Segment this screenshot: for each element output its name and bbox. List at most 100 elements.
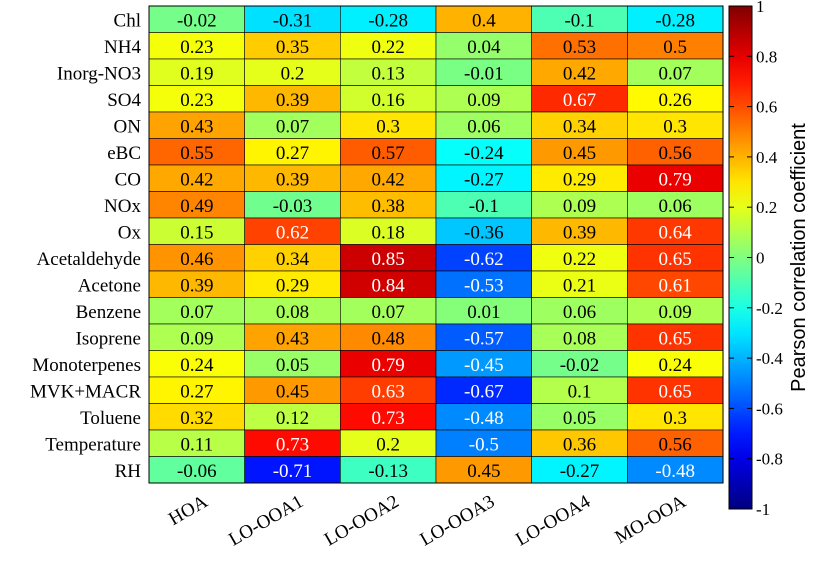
row-label: Toluene <box>80 408 141 429</box>
cell-value-label: -0.03 <box>273 196 313 217</box>
cell-value-label: -0.48 <box>464 408 504 429</box>
cell-value-label: 0.63 <box>372 381 405 402</box>
cell-value-label: -0.13 <box>368 461 408 482</box>
heatmap-cell <box>531 323 628 351</box>
heatmap-cell <box>435 164 532 192</box>
heatmap-cell <box>627 5 724 33</box>
colorbar-tick-label: -0.8 <box>756 450 783 469</box>
cell-value-label: 0.62 <box>276 222 309 243</box>
cell-value-label: 0.4 <box>472 10 496 31</box>
heatmap-cell <box>531 376 628 404</box>
colorbar-tick-label: 0 <box>756 249 765 268</box>
heatmap-cell <box>148 456 245 484</box>
heatmap-cell <box>340 111 437 139</box>
heatmap-cell <box>244 85 341 113</box>
heatmap-cell <box>340 191 437 219</box>
heatmap-cell <box>340 323 437 351</box>
heatmap-cell <box>435 32 532 60</box>
heatmap-cell <box>531 138 628 166</box>
heatmap-cell <box>627 323 724 351</box>
heatmap-cell <box>627 403 724 431</box>
heatmap-cell <box>435 376 532 404</box>
heatmap-cell <box>627 191 724 219</box>
cell-value-label: 0.21 <box>563 275 596 296</box>
cell-value-label: 0.05 <box>276 355 309 376</box>
cell-value-label: 0.65 <box>659 249 692 270</box>
cell-value-label: 0.45 <box>563 143 596 164</box>
row-label: NH4 <box>104 37 141 58</box>
cell-value-label: 0.32 <box>180 408 213 429</box>
heatmap-cell <box>340 456 437 484</box>
heatmap-cell <box>340 85 437 113</box>
cell-value-label: 0.09 <box>467 90 500 111</box>
cell-value-label: -0.71 <box>273 461 313 482</box>
heatmap-cell <box>340 376 437 404</box>
heatmap-cell <box>531 85 628 113</box>
column-label: MO-OOA <box>612 491 690 548</box>
heatmap-cell <box>627 164 724 192</box>
cell-value-label: 0.19 <box>180 63 213 84</box>
heatmap-cell <box>627 429 724 457</box>
heatmap-cell <box>148 270 245 298</box>
cell-value-label: 0.18 <box>372 222 405 243</box>
row-label: Temperature <box>45 434 141 455</box>
heatmap-cell <box>148 191 245 219</box>
heatmap-cell <box>340 297 437 325</box>
cell-value-label: 0.42 <box>180 169 213 190</box>
cell-value-label: 0.39 <box>276 169 309 190</box>
cell-value-label: 0.55 <box>180 143 213 164</box>
heatmap-cell <box>531 403 628 431</box>
heatmap-cell <box>340 217 437 245</box>
row-label: eBC <box>107 143 141 164</box>
cell-value-label: 0.04 <box>467 37 501 58</box>
heatmap-cell <box>435 270 532 298</box>
cell-value-label: 0.39 <box>563 222 596 243</box>
row-label: Isoprene <box>76 328 141 349</box>
cell-value-label: 0.29 <box>276 275 309 296</box>
cell-value-label: 0.06 <box>659 196 692 217</box>
cell-value-label: 0.08 <box>276 302 309 323</box>
cell-value-label: -0.36 <box>464 222 504 243</box>
row-label: CO <box>115 169 141 190</box>
heatmap-cell <box>627 350 724 378</box>
column-label: LO-OOA2 <box>321 491 403 550</box>
heatmap-cell <box>148 429 245 457</box>
cell-value-label: 0.27 <box>180 381 213 402</box>
heatmap-cell <box>435 85 532 113</box>
heatmap-cell <box>435 297 532 325</box>
heatmap-cell <box>531 350 628 378</box>
cell-value-label: 0.09 <box>659 302 692 323</box>
cell-value-label: 0.06 <box>467 116 500 137</box>
cell-value-label: 0.85 <box>372 249 405 270</box>
row-label: MVK+MACR <box>30 381 141 402</box>
row-label: NOx <box>104 196 141 217</box>
row-label: ON <box>114 116 142 137</box>
cell-value-label: 0.36 <box>563 434 596 455</box>
heatmap-cell <box>148 297 245 325</box>
column-label: LO-OOA4 <box>512 491 594 551</box>
cell-value-label: 0.01 <box>467 302 500 323</box>
heatmap-cell <box>340 350 437 378</box>
colorbar-label: Pearson correlation coefficient <box>788 123 810 392</box>
heatmap-cell <box>627 138 724 166</box>
cell-value-label: -0.1 <box>469 196 499 217</box>
heatmap-cell <box>627 270 724 298</box>
heatmap-cell <box>627 456 724 484</box>
column-label: LO-OOA3 <box>417 491 499 550</box>
row-label: Chl <box>114 10 141 31</box>
cell-value-label: 0.22 <box>563 249 596 270</box>
cell-value-label: -0.31 <box>273 10 313 31</box>
heatmap-cell <box>148 5 245 33</box>
cell-value-label: 0.45 <box>276 381 309 402</box>
cell-value-label: 0.09 <box>180 328 213 349</box>
heatmap-cell <box>627 217 724 245</box>
cell-value-label: 0.15 <box>180 222 213 243</box>
row-labels: Chl NH4 Inorg-NO3 SO4 ON eBC CO NOx Ox Acetaldehy… <box>30 10 142 482</box>
colorbar-tick-label: 0.6 <box>756 98 777 117</box>
heatmap-cell <box>148 111 245 139</box>
heatmap-cell <box>148 403 245 431</box>
column-label: HOA <box>165 491 211 530</box>
row-label: RH <box>115 461 142 482</box>
cell-value-label: 0.73 <box>276 434 309 455</box>
